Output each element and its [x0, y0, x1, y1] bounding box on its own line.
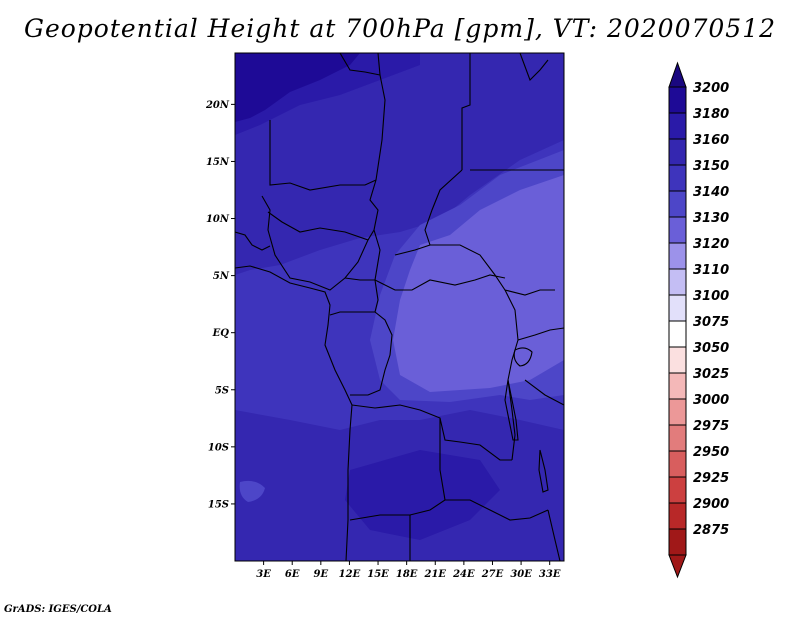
- border-north-africa: [339, 53, 381, 76]
- field-3200-core: [235, 53, 360, 122]
- lake-malawi: [538, 449, 549, 493]
- border-kenya-tanzania: [524, 379, 564, 406]
- border-drc-south: [351, 404, 512, 461]
- lon-tick-label: 9E: [314, 569, 329, 580]
- colorbar-label: 3025: [693, 367, 729, 382]
- colorbar-swatch: [668, 346, 687, 374]
- colorbar-swatch: [668, 86, 687, 114]
- colorbar: 3200 3180 3160 3150 3140 3130 3120 3110 3100 3075…: [668, 61, 729, 579]
- colorbar-swatch: [668, 268, 687, 296]
- lon-tick-label: 6E: [285, 569, 300, 580]
- colorbar-label: 3100: [693, 289, 729, 304]
- colorbar-swatch: [668, 164, 687, 192]
- border-cameroon: [329, 277, 379, 316]
- colorbar-label: 3110: [693, 263, 729, 278]
- field-3180-south: [345, 450, 500, 540]
- lake-tanganyika: [504, 379, 519, 441]
- colorbar-top-arrow: [668, 61, 687, 88]
- border-east-africa: [517, 327, 564, 341]
- colorbar-label: 3075: [693, 315, 729, 330]
- red-sea-coast: [519, 53, 549, 81]
- border-drc-east: [504, 289, 519, 461]
- colorbar-label: 2875: [693, 523, 729, 538]
- field-3160-north: [235, 53, 564, 275]
- lat-tick-label: 15N: [206, 157, 230, 168]
- colorbar-swatch: [668, 320, 687, 348]
- border-congo: [350, 311, 393, 396]
- colorbar-swatch: [668, 190, 687, 218]
- lon-tick-label: 30E: [510, 569, 532, 580]
- border-car: [373, 229, 506, 291]
- colorbar-label: 3130: [693, 211, 729, 226]
- colorbar-label: 3120: [693, 237, 729, 252]
- latitude-axis: 20N 15N 10N 5N EQ 5S 10S 15S: [205, 100, 235, 510]
- colorbar-label: 3160: [693, 133, 729, 148]
- border-mali-niger: [269, 120, 377, 191]
- lat-tick-label: 5N: [213, 271, 230, 282]
- colorbar-swatch: [668, 398, 687, 426]
- lon-tick-label: 27E: [481, 569, 504, 580]
- lat-tick-label: EQ: [212, 328, 230, 339]
- lon-tick-label: 33E: [539, 569, 561, 580]
- colorbar-label: 2900: [693, 497, 729, 512]
- border-niger-chad: [367, 179, 379, 241]
- border-libya-egypt: [461, 53, 471, 170]
- coastline-west-africa: [235, 265, 353, 561]
- border-chad-sudan: [394, 169, 463, 256]
- colorbar-swatch: [668, 216, 687, 244]
- colorbar-swatch: [668, 450, 687, 478]
- border-zambia-south: [445, 499, 549, 521]
- border-lake-victoria: [513, 347, 533, 367]
- colorbar-swatch: [668, 242, 687, 270]
- map-frame: [234, 52, 565, 562]
- colorbar-bottom-arrow: [668, 554, 687, 579]
- colorbar-swatch: [668, 372, 687, 400]
- lon-tick-label: 12E: [339, 569, 361, 580]
- colorbar-label: 2975: [693, 419, 729, 434]
- border-algeria-libya: [375, 53, 386, 181]
- lat-tick-label: 15S: [208, 499, 229, 510]
- lon-tick-label: 24E: [452, 569, 475, 580]
- border-guinea-coast: [235, 231, 271, 251]
- colorbar-swatch: [668, 112, 687, 140]
- field-3140-patch-west: [239, 480, 265, 502]
- lon-tick-label: 21E: [423, 569, 446, 580]
- lat-tick-label: 10N: [206, 214, 230, 225]
- colorbar-swatch: [668, 424, 687, 452]
- colorbar-swatch: [668, 138, 687, 166]
- credit-text: GrADS: IGES/COLA: [4, 604, 112, 615]
- colorbar-label: 3050: [693, 341, 729, 356]
- colorbar-swatch: [668, 528, 687, 556]
- border-angola-zambia: [349, 418, 446, 521]
- colorbar-label: 3180: [693, 107, 729, 122]
- map-title: Geopotential Height at 700hPa [gpm], VT:…: [23, 14, 777, 43]
- lat-tick-label: 10S: [208, 442, 229, 453]
- field-3130-core: [393, 175, 564, 392]
- lat-tick-label: 20N: [205, 100, 230, 111]
- country-borders: [235, 53, 564, 561]
- colorbar-swatch: [668, 502, 687, 530]
- border-mozambique: [547, 509, 561, 561]
- longitude-axis: 3E 6E 9E 12E 15E 18E 21E 24E 27E 30E 33E: [256, 561, 561, 580]
- colorbar-label: 2950: [693, 445, 729, 460]
- colorbar-label: 3140: [693, 185, 729, 200]
- colorbar-swatch: [668, 476, 687, 504]
- lon-tick-label: 3E: [256, 569, 271, 580]
- border-sudan-south-sudan: [430, 244, 555, 296]
- lon-tick-label: 15E: [367, 569, 389, 580]
- colorbar-label: 3150: [693, 159, 729, 174]
- colorbar-swatch: [668, 294, 687, 322]
- colorbar-label: 3000: [693, 393, 729, 408]
- height-field: [235, 53, 564, 561]
- colorbar-label: 2925: [693, 471, 729, 486]
- lon-tick-label: 18E: [396, 569, 418, 580]
- colorbar-label: 3200: [693, 81, 729, 96]
- lat-tick-label: 5S: [215, 385, 229, 396]
